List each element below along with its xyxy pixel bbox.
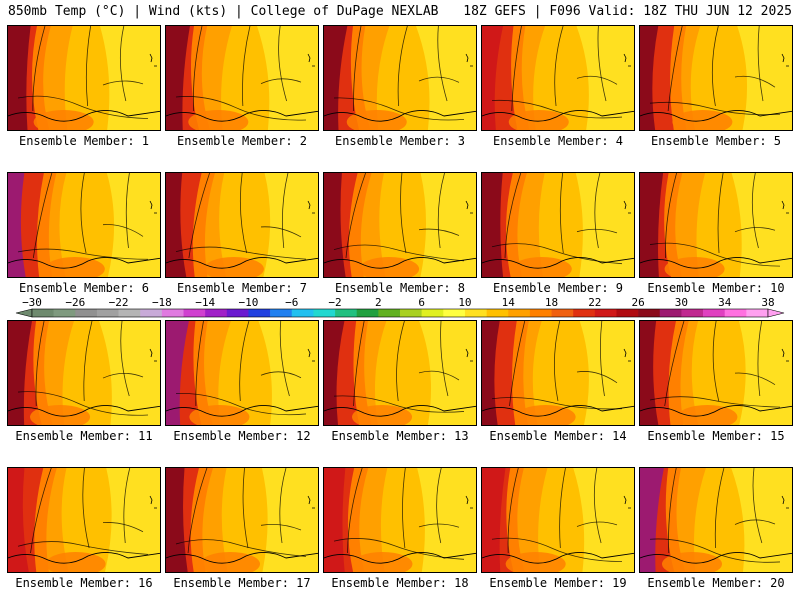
colorbar-segment — [226, 309, 249, 317]
header-title: 850mb Temp (°C) | Wind (kts) | College o… — [8, 4, 439, 19]
ensemble-member-label: Ensemble Member: 20 — [647, 576, 785, 590]
temperature-map — [481, 467, 635, 573]
colorbar-tick-label: 30 — [675, 296, 688, 309]
colorbar-segment — [400, 309, 422, 317]
temperature-map — [165, 467, 319, 573]
colorbar-segment — [140, 309, 163, 317]
ensemble-member-label: Ensemble Member: 2 — [176, 134, 308, 148]
temperature-map — [323, 172, 477, 278]
colorbar-segment — [681, 309, 704, 317]
colorbar-segment — [616, 309, 639, 317]
temperature-map — [7, 172, 161, 278]
temperature-map — [323, 25, 477, 131]
colorbar-segment — [464, 309, 487, 317]
colorbar-segment — [53, 309, 76, 317]
header-valid-time: 18Z GEFS | F096 Valid: 18Z THU JUN 12 20… — [463, 4, 792, 19]
temperature-map — [165, 320, 319, 426]
colorbar-tick-label: 38 — [761, 296, 774, 309]
colorbar-segment — [746, 309, 769, 317]
colorbar-segment — [443, 309, 466, 317]
temperature-colorbar: −30 −26 −22 −18 −14 −10 −6 −2 2 6 10 14 18 22 26 30 34 38… — [15, 296, 785, 318]
colorbar-tick-label: −14 — [195, 296, 215, 309]
colorbar-tick-label: −10 — [239, 296, 259, 309]
ensemble-member-label: Ensemble Member: 6 — [18, 281, 150, 295]
temperature-map — [165, 172, 319, 278]
colorbar-segment — [594, 309, 617, 317]
colorbar-segment — [313, 309, 336, 317]
colorbar-tick-label: −26 — [65, 296, 85, 309]
colorbar-tick-label: 2 — [375, 296, 382, 309]
ensemble-member-label: Ensemble Member: 1 — [18, 134, 150, 148]
colorbar-segment — [75, 309, 98, 317]
ensemble-member-label: Ensemble Member: 4 — [492, 134, 624, 148]
colorbar-tick-label: 26 — [631, 296, 644, 309]
colorbar-tick-label: 18 — [545, 296, 558, 309]
colorbar-segment — [486, 309, 509, 317]
colorbar-segment — [161, 309, 184, 317]
temperature-map — [639, 320, 793, 426]
temperature-map — [639, 467, 793, 573]
ensemble-member-label: Ensemble Member: 14 — [489, 429, 627, 443]
ensemble-member-label: Ensemble Member: 3 — [334, 134, 466, 148]
ensemble-member-label: Ensemble Member: 13 — [331, 429, 469, 443]
temperature-map — [481, 172, 635, 278]
temperature-map — [165, 25, 319, 131]
ensemble-member-label: Ensemble Member: 7 — [176, 281, 308, 295]
ensemble-member-label: Ensemble Member: 15 — [647, 429, 785, 443]
ensemble-member-label: Ensemble Member: 8 — [334, 281, 466, 295]
colorbar-segment — [508, 309, 531, 317]
colorbar-segment — [724, 309, 747, 317]
colorbar-segment — [205, 309, 228, 317]
colorbar-segment — [118, 309, 141, 317]
colorbar-tick-label: −6 — [285, 296, 298, 309]
colorbar-tick-label: −30 — [22, 296, 42, 309]
ensemble-member-label: Ensemble Member: 16 — [15, 576, 153, 590]
temperature-map — [7, 467, 161, 573]
ensemble-member-label: Ensemble Member: 9 — [492, 281, 624, 295]
colorbar-tick-label: 34 — [718, 296, 732, 309]
colorbar-segment — [551, 309, 574, 317]
colorbar-segment — [638, 309, 661, 317]
temperature-map — [481, 25, 635, 131]
colorbar-segment — [96, 309, 119, 317]
colorbar-segment — [183, 309, 206, 317]
colorbar-tick-label: 10 — [458, 296, 471, 309]
colorbar-tick-label: 14 — [502, 296, 516, 309]
colorbar-segment — [291, 309, 314, 317]
ensemble-member-label: Ensemble Member: 11 — [15, 429, 153, 443]
ensemble-member-label: Ensemble Member: 10 — [647, 281, 785, 295]
colorbar-segment — [248, 309, 271, 317]
colorbar-tick-label: 6 — [418, 296, 425, 309]
colorbar-segment — [573, 309, 596, 317]
temperature-map — [639, 172, 793, 278]
colorbar-left-arrow — [15, 308, 33, 318]
ensemble-member-label: Ensemble Member: 12 — [173, 429, 311, 443]
temperature-map — [639, 25, 793, 131]
colorbar-tick-label: −22 — [109, 296, 129, 309]
temperature-map — [323, 320, 477, 426]
ensemble-member-label: Ensemble Member: 5 — [650, 134, 782, 148]
colorbar-segment — [335, 309, 358, 317]
colorbar-segment — [529, 309, 552, 317]
ensemble-member-label: Ensemble Member: 18 — [331, 576, 469, 590]
colorbar-tick-label: 22 — [588, 296, 601, 309]
colorbar-segment — [356, 309, 379, 317]
ensemble-member-label: Ensemble Member: 19 — [489, 576, 627, 590]
temperature-map — [7, 25, 161, 131]
ensemble-member-label: Ensemble Member: 17 — [173, 576, 311, 590]
temperature-map — [481, 320, 635, 426]
colorbar-tick-label: −18 — [152, 296, 172, 309]
temperature-map — [7, 320, 161, 426]
colorbar-segment — [270, 309, 293, 317]
colorbar-segment — [378, 309, 401, 317]
colorbar-segment — [32, 309, 54, 317]
colorbar-right-arrow — [767, 308, 785, 318]
colorbar-segment — [421, 309, 444, 317]
colorbar-segment — [703, 309, 726, 317]
colorbar-segment — [659, 309, 682, 317]
temperature-map — [323, 467, 477, 573]
colorbar-tick-label: −2 — [328, 296, 341, 309]
